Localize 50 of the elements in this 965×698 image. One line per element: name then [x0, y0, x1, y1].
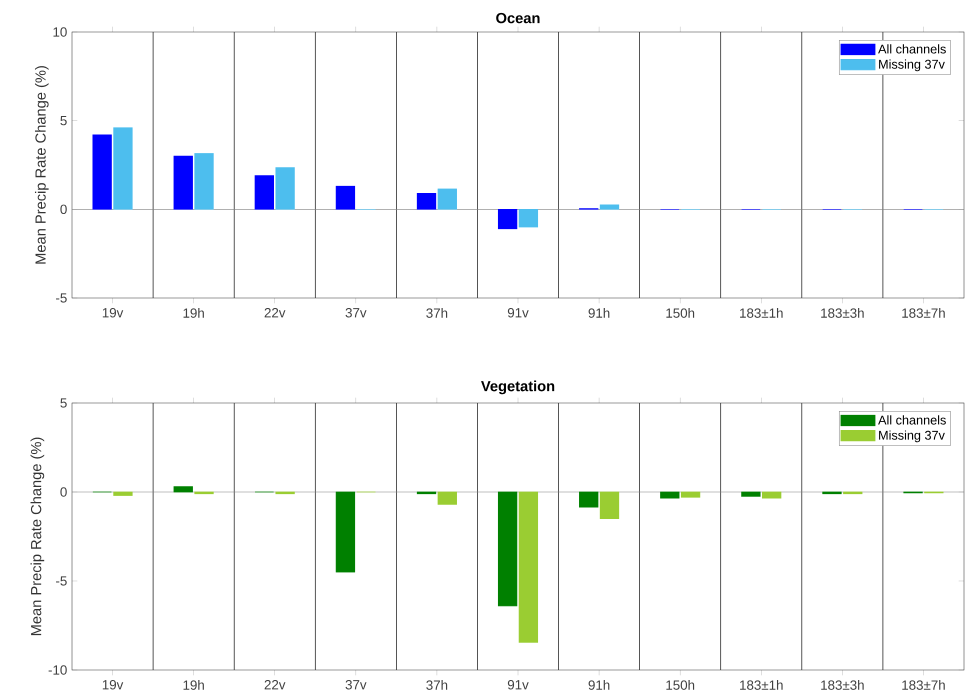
x-tick-label: 22v	[264, 680, 286, 690]
x-tick-label: 150h	[666, 680, 694, 690]
bar	[438, 188, 457, 210]
legend-label: All channels	[878, 415, 946, 425]
y-axis-title: Mean Precip Rate Change (%)	[30, 438, 44, 636]
y-tick-label: -10	[48, 665, 67, 675]
legend-label: All channels	[878, 44, 946, 54]
bar	[194, 153, 214, 210]
y-tick-label: 5	[60, 116, 67, 126]
bar	[336, 186, 356, 210]
x-tick-label: 91h	[588, 308, 610, 318]
x-tick-label: 37v	[346, 680, 367, 690]
bar	[275, 167, 295, 210]
x-tick-label: 183±3h	[821, 308, 864, 318]
chart-title: Vegetation	[481, 380, 554, 394]
x-tick-label: 91h	[588, 680, 610, 690]
x-tick-label: 37h	[426, 680, 448, 690]
x-tick-label: 37v	[346, 308, 367, 318]
x-tick-label: 183±1h	[740, 680, 783, 690]
bar	[174, 156, 193, 210]
bar	[518, 208, 538, 228]
y-tick-label: 5	[60, 398, 67, 408]
legend-label: Missing 37v	[879, 59, 945, 72]
y-tick-label: -5	[56, 293, 67, 303]
x-tick-label: 19h	[184, 680, 204, 690]
bar	[498, 208, 518, 230]
chart-title: Ocean	[496, 12, 540, 24]
bar	[416, 193, 436, 210]
bar	[254, 175, 274, 210]
x-tick-label: 91v	[508, 680, 529, 690]
legend-label: Missing 37v	[879, 430, 945, 442]
x-tick-label: 22v	[264, 308, 286, 318]
bar	[600, 204, 620, 210]
y-tick-label: 0	[60, 487, 67, 497]
x-tick-label: 19v	[102, 680, 124, 690]
x-tick-label: 37h	[426, 308, 448, 318]
bar	[113, 127, 133, 210]
y-tick-label: 0	[60, 204, 67, 214]
bar	[92, 134, 112, 210]
y-axis-title: Mean Precip Rate Change (%)	[34, 66, 49, 264]
x-tick-label: 19v	[102, 308, 124, 318]
x-tick-label: 91v	[508, 308, 529, 318]
x-tick-label: 183±7h	[902, 680, 945, 690]
x-tick-label: 183±7h	[902, 308, 945, 318]
x-tick-label: 19h	[184, 308, 204, 318]
y-tick-label: 10	[53, 27, 67, 37]
y-tick-label: -5	[56, 576, 67, 586]
x-tick-label: 183±1h	[740, 308, 783, 318]
x-tick-label: 150h	[666, 308, 694, 318]
x-tick-label: 183±3h	[821, 680, 864, 690]
